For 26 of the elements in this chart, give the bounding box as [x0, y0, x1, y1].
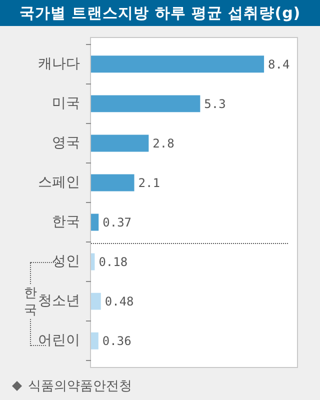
y-tick-label: 캐나다: [38, 56, 80, 72]
bar: [91, 214, 99, 231]
y-tick-label: 스페인: [38, 174, 80, 190]
y-tick-label: 성인: [52, 253, 80, 270]
text: 식품의약품안전청: [28, 378, 132, 395]
bar: [91, 56, 264, 73]
data-label: 0.37: [102, 215, 132, 230]
chart-title: 국가별 트랜스지방 하루 평균 섭취량(g): [0, 0, 320, 26]
y-tick-label: 영국: [52, 134, 80, 151]
bar: [91, 253, 95, 270]
data-label: 0.48: [104, 294, 134, 308]
data-label: 0.18: [98, 254, 128, 269]
y-tick-label: 미국: [52, 95, 80, 112]
data-label: 5.3: [204, 96, 226, 111]
y-tick-label: 한국: [52, 214, 80, 230]
y-tick-label: 어린이: [38, 332, 80, 348]
bar: [91, 292, 101, 310]
data-label: 2.8: [152, 136, 174, 150]
bar: [91, 134, 149, 152]
data-label: 8.4: [268, 57, 290, 72]
bar: [91, 332, 98, 350]
data-label: 2.1: [138, 176, 160, 190]
bar: [91, 95, 200, 112]
y-tick-label: 청소년: [38, 292, 80, 309]
bar: [91, 174, 134, 192]
data-label: 0.36: [102, 334, 132, 348]
